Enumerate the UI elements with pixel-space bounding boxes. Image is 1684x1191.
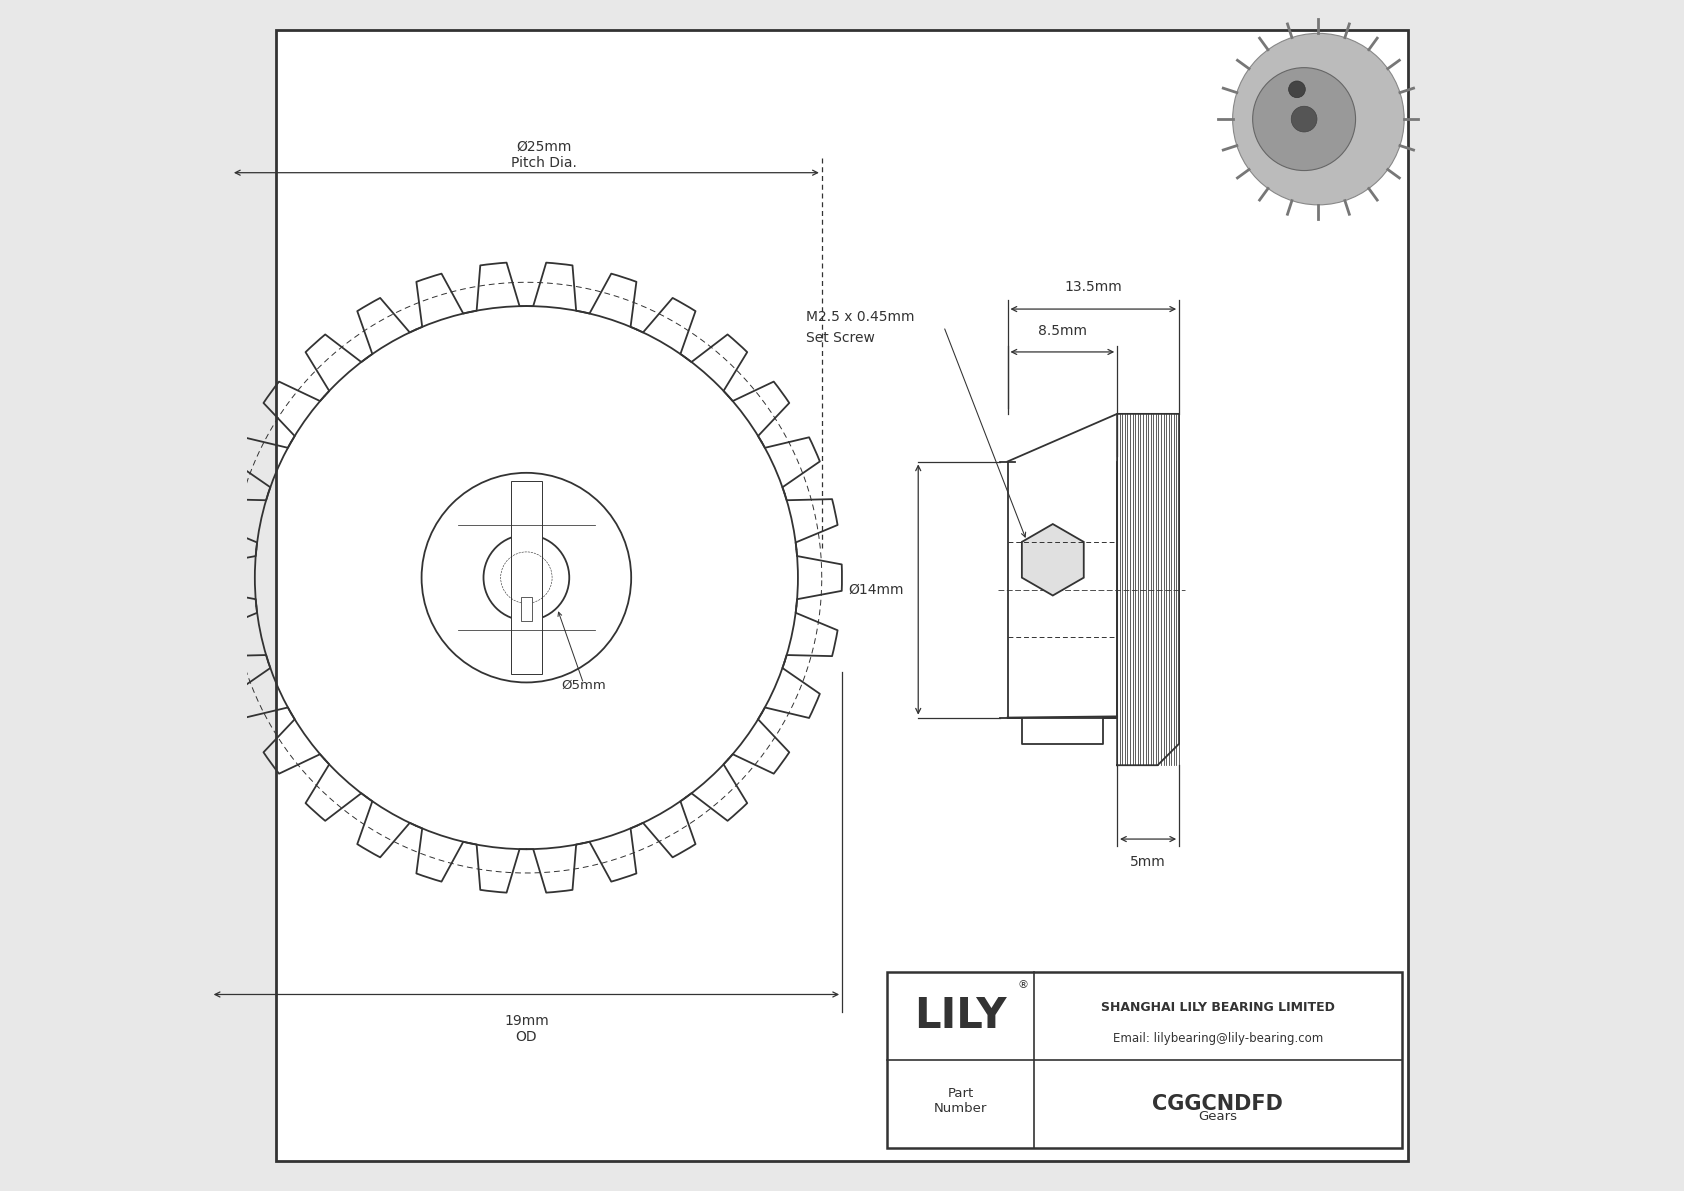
Bar [1116,413,1179,765]
Text: Set Screw: Set Screw [807,331,876,345]
Text: 13.5mm: 13.5mm [1064,280,1122,294]
Polygon shape [1022,524,1084,596]
Text: SHANGHAI LILY BEARING LIMITED: SHANGHAI LILY BEARING LIMITED [1101,1000,1335,1014]
Bar [510,481,542,674]
Text: Ø14mm: Ø14mm [849,582,904,597]
Text: ®: ® [1017,980,1027,990]
Bar [1007,461,1116,717]
Text: 5mm: 5mm [1130,855,1165,868]
Text: Ø25mm: Ø25mm [517,139,573,154]
Text: Gears: Gears [1199,1110,1238,1123]
Text: Pitch Dia.: Pitch Dia. [512,156,578,170]
Text: Part
Number: Part Number [935,1086,987,1115]
Text: 8.5mm: 8.5mm [1037,324,1086,338]
Text: Ø5mm: Ø5mm [561,679,606,692]
Circle shape [1292,106,1317,132]
Circle shape [1233,33,1404,205]
Bar [520,597,532,621]
Text: Email: lilybearing@lily-bearing.com: Email: lilybearing@lily-bearing.com [1113,1033,1324,1046]
Circle shape [1288,81,1305,98]
Text: 19mm: 19mm [504,1014,549,1028]
Text: CGGCNDFD: CGGCNDFD [1152,1095,1283,1114]
Circle shape [1253,68,1356,170]
Text: OD: OD [515,1030,537,1045]
Text: LILY: LILY [914,994,1007,1037]
Text: M2.5 x 0.45mm: M2.5 x 0.45mm [807,310,914,324]
Bar [887,972,1401,1148]
